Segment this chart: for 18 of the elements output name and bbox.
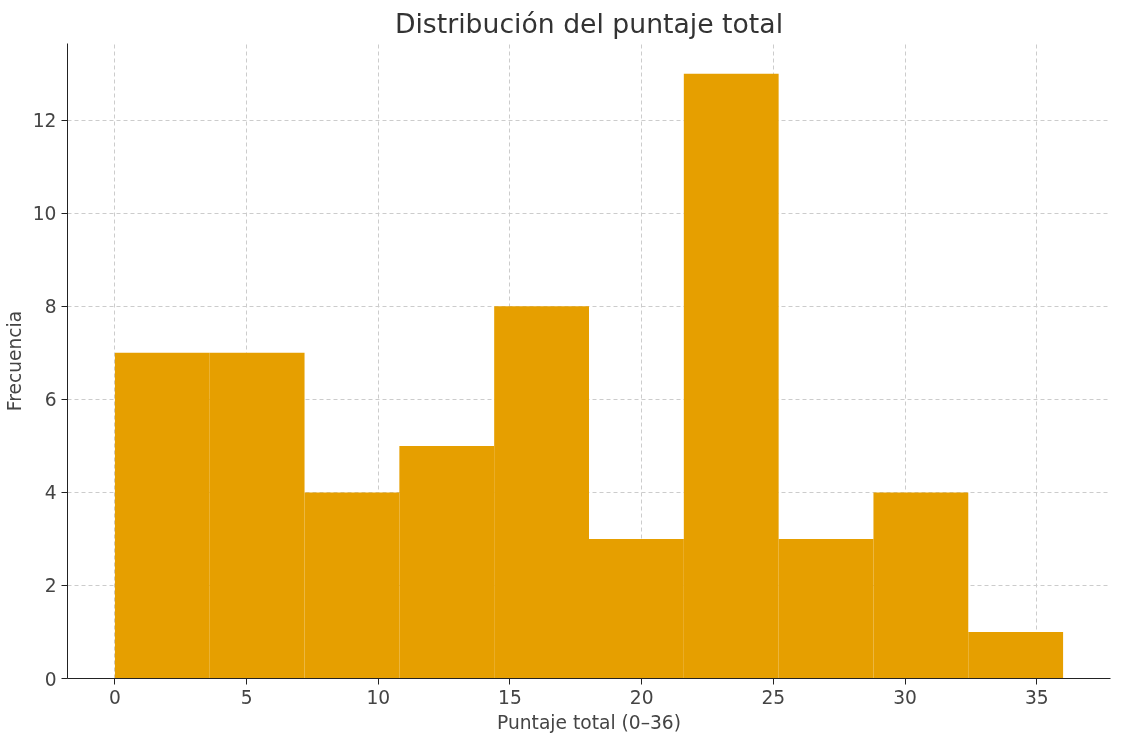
chart-title: Distribución del puntaje total: [394, 7, 784, 39]
y-tick-label: 10: [32, 203, 57, 225]
x-tick-label: 5: [240, 686, 253, 708]
y-tick-label: 2: [44, 575, 57, 597]
x-tick-label: 20: [629, 686, 654, 708]
y-tick-label: 0: [44, 668, 57, 690]
y-tick-label: 4: [44, 482, 57, 504]
x-axis-title: Puntaje total (0–36): [497, 711, 681, 733]
x-tick-label: 35: [1024, 686, 1049, 708]
y-axis-title: Frecuencia: [3, 310, 25, 412]
y-tick-label: 6: [44, 389, 57, 411]
x-tick-label: 0: [108, 686, 121, 708]
y-tick-label: 12: [32, 110, 57, 132]
x-tick-label: 15: [498, 686, 522, 708]
x-tick-label: 25: [761, 686, 786, 708]
x-tick-label: 30: [893, 686, 917, 708]
y-tick-label: 8: [44, 296, 57, 318]
x-tick-label: 10: [366, 686, 391, 708]
